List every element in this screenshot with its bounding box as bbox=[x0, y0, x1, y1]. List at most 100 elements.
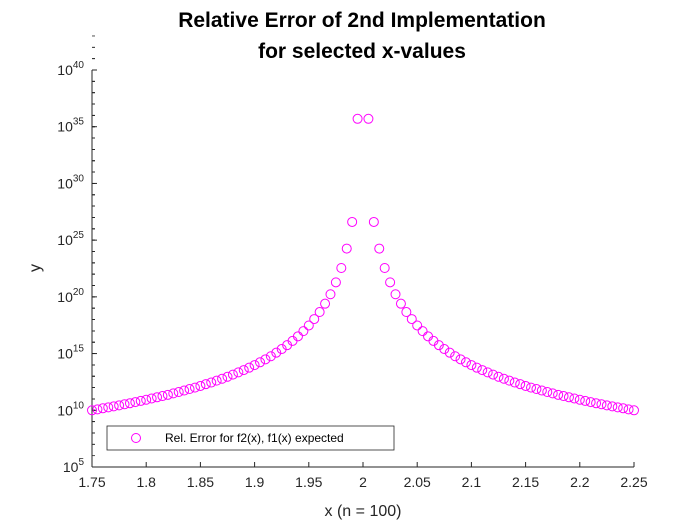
y-tick-exponent: 40 bbox=[73, 60, 85, 71]
data-point bbox=[227, 369, 238, 380]
data-point bbox=[87, 405, 97, 416]
data-point bbox=[623, 404, 634, 415]
data-point bbox=[184, 384, 195, 395]
data-point bbox=[325, 289, 336, 300]
data-point bbox=[498, 373, 509, 384]
data-point bbox=[417, 326, 428, 337]
y-tick-label: 1040 bbox=[57, 60, 84, 78]
data-point bbox=[217, 373, 228, 384]
x-tick-label: 2.2 bbox=[570, 474, 590, 490]
data-point bbox=[146, 393, 157, 404]
data-point bbox=[314, 307, 325, 318]
x-ticks: 1.75 1.8 1.85 1.9 1.95 2 2.05 2.1 2.15 2.2 2.25 bbox=[78, 462, 648, 490]
data-point bbox=[477, 365, 488, 376]
data-point bbox=[260, 354, 271, 365]
x-tick-label: 1.95 bbox=[295, 474, 322, 490]
data-point bbox=[320, 298, 331, 309]
data-point bbox=[482, 367, 493, 378]
x-tick-label: 1.9 bbox=[245, 474, 265, 490]
y-tick-exponent: 30 bbox=[73, 173, 85, 184]
data-point bbox=[298, 326, 309, 337]
data-point bbox=[580, 395, 591, 406]
x-tick-label: 2.1 bbox=[462, 474, 482, 490]
data-point bbox=[114, 400, 125, 411]
data-point bbox=[276, 344, 287, 355]
data-point bbox=[255, 357, 266, 368]
legend-marker bbox=[131, 433, 141, 443]
legend-label: Rel. Error for f2(x), f1(x) expected bbox=[165, 431, 344, 445]
y-tick-exponent: 10 bbox=[73, 400, 85, 411]
chart-title-line-2: for selected x-values bbox=[258, 40, 466, 63]
data-point bbox=[488, 369, 499, 380]
data-point bbox=[309, 314, 320, 325]
data-point bbox=[406, 314, 417, 325]
data-point bbox=[195, 380, 206, 391]
legend-box bbox=[106, 425, 395, 451]
data-point bbox=[119, 399, 130, 410]
data-point bbox=[520, 380, 531, 391]
y-tick-label: 1010 bbox=[57, 400, 84, 418]
y-tick-base: 10 bbox=[63, 459, 79, 475]
data-point bbox=[189, 382, 200, 393]
data-point bbox=[233, 367, 244, 378]
data-point bbox=[157, 391, 168, 402]
data-point bbox=[103, 402, 114, 413]
data-point bbox=[515, 379, 526, 390]
data-point bbox=[612, 402, 623, 413]
y-tick-base: 10 bbox=[57, 289, 73, 305]
data-point bbox=[444, 347, 455, 358]
y-axis-label: y bbox=[27, 264, 44, 272]
data-point bbox=[249, 360, 260, 371]
y-tick-exponent: 20 bbox=[73, 287, 85, 298]
data-point bbox=[542, 386, 553, 397]
data-point bbox=[574, 394, 585, 405]
data-point bbox=[558, 391, 569, 402]
y-tick-label: 105 bbox=[63, 457, 85, 475]
data-point bbox=[471, 362, 482, 373]
data-point bbox=[292, 331, 303, 342]
y-tick-exponent: 35 bbox=[73, 117, 85, 128]
x-tick-label: 1.8 bbox=[136, 474, 156, 490]
x-tick-label: 2.05 bbox=[404, 474, 431, 490]
data-point bbox=[412, 320, 423, 331]
data-point bbox=[563, 392, 574, 403]
data-point bbox=[108, 401, 119, 412]
data-point bbox=[460, 357, 471, 368]
data-point bbox=[162, 389, 173, 400]
data-point bbox=[553, 389, 564, 400]
data-point bbox=[629, 405, 639, 416]
data-point bbox=[336, 263, 347, 274]
y-tick-exponent: 5 bbox=[78, 457, 84, 468]
data-point bbox=[211, 375, 222, 386]
data-point bbox=[168, 388, 179, 399]
y-tick-label: 1020 bbox=[57, 287, 84, 305]
legend: Rel. Error for f2(x), f1(x) expected bbox=[106, 425, 395, 451]
data-point bbox=[244, 362, 255, 373]
y-tick-label: 1035 bbox=[57, 117, 84, 135]
y-tick-base: 10 bbox=[57, 232, 73, 248]
data-point bbox=[238, 365, 249, 376]
data-point bbox=[607, 401, 618, 412]
data-point bbox=[347, 216, 358, 227]
x-tick-label: 1.75 bbox=[78, 474, 105, 490]
data-point bbox=[455, 354, 466, 365]
plot-area bbox=[91, 70, 634, 468]
data-point bbox=[433, 340, 444, 351]
data-point bbox=[124, 398, 135, 409]
data-point bbox=[390, 289, 401, 300]
data-point bbox=[222, 371, 233, 382]
data-point bbox=[330, 277, 341, 288]
data-point bbox=[531, 384, 542, 395]
data-point bbox=[526, 382, 537, 393]
chart-title-line-1: Relative Error of 2nd Implementation bbox=[178, 9, 546, 32]
data-point bbox=[130, 397, 141, 408]
data-point bbox=[379, 263, 390, 274]
data-point bbox=[504, 375, 515, 386]
data-point bbox=[141, 394, 152, 405]
y-tick-base: 10 bbox=[57, 62, 73, 78]
data-point bbox=[385, 277, 396, 288]
data-point bbox=[97, 403, 108, 414]
data-point bbox=[618, 403, 629, 414]
